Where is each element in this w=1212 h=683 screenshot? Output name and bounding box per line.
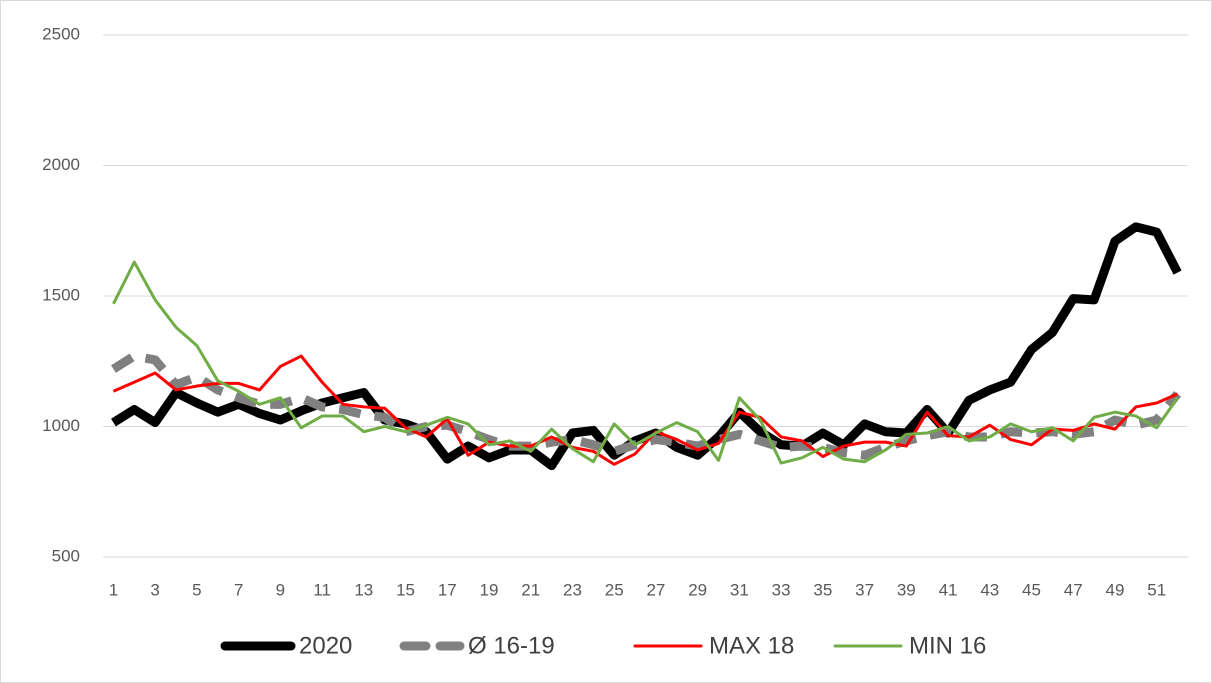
legend-label: MIN 16 [909,632,986,659]
x-tick-label: 27 [646,580,665,599]
legend-label: Ø 16-19 [468,632,555,659]
x-tick-label: 51 [1147,580,1166,599]
y-tick-label: 2000 [42,155,80,174]
x-tick-label: 13 [354,580,373,599]
x-tick-label: 29 [688,580,707,599]
x-tick-label: 1 [109,580,118,599]
x-tick-label: 37 [855,580,874,599]
x-tick-label: 33 [772,580,791,599]
x-tick-label: 15 [396,580,415,599]
x-tick-label: 3 [150,580,159,599]
x-tick-label: 35 [813,580,832,599]
x-tick-label: 43 [980,580,999,599]
x-tick-label: 21 [521,580,540,599]
y-tick-label: 1000 [42,416,80,435]
legend-label: MAX 18 [709,632,794,659]
y-tick-label: 1500 [42,285,80,304]
x-tick-label: 31 [730,580,749,599]
x-tick-label: 39 [897,580,916,599]
x-tick-label: 41 [939,580,958,599]
x-tick-label: 9 [276,580,285,599]
series-line [111,351,1182,460]
x-tick-label: 25 [605,580,624,599]
x-tick-label: 11 [313,580,331,599]
x-tick-label: 23 [563,580,582,599]
x-tick-label: 47 [1064,580,1083,599]
x-tick-label: 5 [192,580,201,599]
x-tick-label: 45 [1022,580,1041,599]
x-tick-label: 19 [480,580,499,599]
x-tick-label: 17 [438,580,457,599]
y-tick-label: 500 [52,546,80,565]
x-tick-label: 7 [234,580,243,599]
legend-label: 2020 [299,632,352,659]
series-line [112,260,1179,465]
series-line [112,354,1179,466]
x-tick-label: 49 [1106,580,1125,599]
y-tick-label: 2500 [42,24,80,43]
